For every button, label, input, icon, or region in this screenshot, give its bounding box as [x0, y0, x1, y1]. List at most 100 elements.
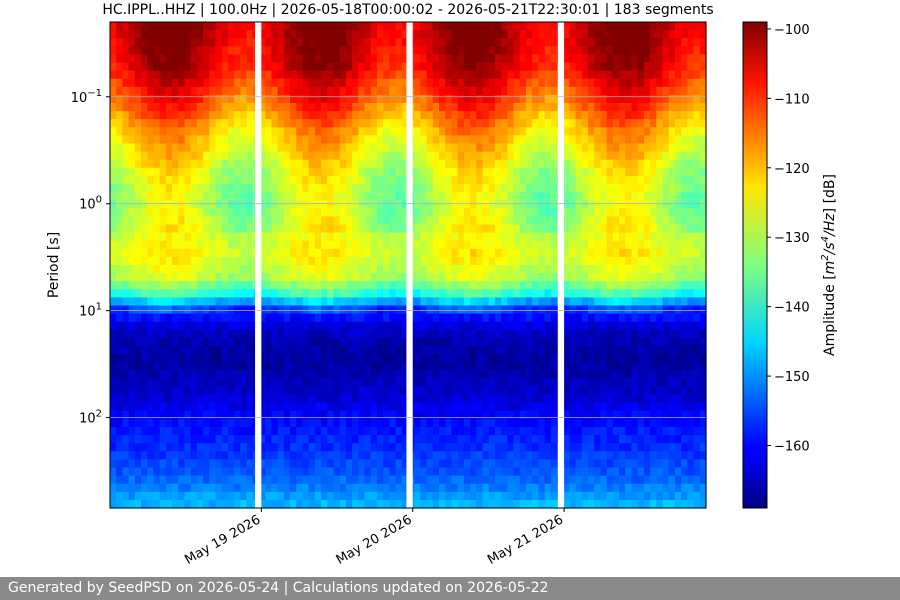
heatmap-cell [271, 103, 279, 112]
heatmap-cell [594, 54, 602, 64]
heatmap-cell [470, 346, 477, 355]
heatmap-cell [172, 265, 179, 274]
heatmap-cell [370, 475, 378, 485]
heatmap-cell [432, 435, 440, 444]
heatmap-cell [227, 127, 235, 136]
heatmap-cell [538, 30, 546, 39]
heatmap-cell [178, 313, 186, 323]
heatmap-cell [569, 378, 577, 388]
heatmap-cell [588, 208, 595, 217]
heatmap-cell [246, 70, 254, 80]
heatmap-cell [327, 175, 335, 185]
heatmap-cell [240, 175, 248, 185]
heatmap-cell [172, 151, 179, 161]
heatmap-cell [147, 354, 155, 363]
heatmap-cell [221, 451, 229, 460]
heatmap-cell [277, 192, 285, 201]
heatmap-cell [519, 289, 527, 298]
heatmap-cell [302, 362, 310, 371]
heatmap-cell [314, 370, 322, 379]
heatmap-cell [482, 289, 490, 298]
heatmap-cell [482, 337, 490, 347]
heatmap-cell [482, 22, 490, 31]
heatmap-cell [110, 240, 117, 250]
heatmap-cell [259, 265, 266, 274]
heatmap-cell [488, 483, 496, 493]
heatmap-cell [227, 143, 235, 153]
heatmap-cell [209, 435, 217, 444]
heatmap-cell [507, 329, 515, 339]
heatmap-cell [110, 394, 117, 404]
heatmap-cell [147, 200, 155, 209]
heatmap-cell [240, 443, 248, 452]
heatmap-cell [134, 151, 142, 161]
heatmap-cell [283, 111, 291, 120]
heatmap-cell [190, 248, 198, 258]
heatmap-cell [172, 135, 179, 145]
heatmap-cell [240, 127, 248, 136]
heatmap-cell [525, 111, 533, 120]
heatmap-cell [314, 70, 322, 80]
heatmap-cell [575, 313, 583, 323]
heatmap-cell [414, 200, 422, 209]
heatmap-cell [240, 346, 248, 355]
heatmap-cell [116, 321, 124, 331]
heatmap-cell [215, 151, 223, 161]
heatmap-cell [221, 216, 229, 226]
heatmap-cell [141, 337, 148, 347]
heatmap-cell [259, 240, 266, 250]
heatmap-cell [588, 451, 595, 460]
heatmap-cell [619, 78, 626, 88]
heatmap-cell [283, 418, 291, 428]
heatmap-cell [383, 30, 390, 39]
heatmap-cell [339, 232, 347, 242]
heatmap-cell [488, 394, 496, 404]
heatmap-cell [445, 127, 453, 136]
heatmap-cell [314, 362, 322, 371]
heatmap-cell [470, 256, 477, 266]
heatmap-cell [196, 297, 204, 307]
heatmap-cell [575, 337, 583, 347]
heatmap-cell [153, 86, 161, 96]
heatmap-cell [619, 135, 626, 145]
heatmap-cell [550, 418, 558, 428]
heatmap-cell [141, 321, 148, 331]
heatmap-cell [376, 467, 384, 477]
heatmap-cell [153, 402, 161, 412]
heatmap-cell [550, 402, 558, 412]
heatmap-cell [594, 70, 602, 80]
heatmap-cell [240, 362, 248, 371]
heatmap-cell [544, 483, 552, 493]
heatmap-cell [246, 192, 254, 201]
heatmap-cell [451, 54, 459, 64]
heatmap-cell [401, 240, 409, 250]
heatmap-cell [488, 62, 496, 72]
heatmap-cell [420, 38, 428, 47]
heatmap-cell [184, 111, 192, 120]
heatmap-cell [221, 135, 229, 145]
heatmap-cell [476, 297, 484, 307]
heatmap-cell [625, 30, 633, 39]
heatmap-cell [457, 216, 465, 226]
heatmap-cell [488, 86, 496, 96]
heatmap-cell [463, 208, 471, 217]
heatmap-cell [314, 240, 322, 250]
heatmap-cell [370, 159, 378, 169]
heatmap-cell [184, 184, 192, 193]
heatmap-cell [594, 491, 602, 501]
heatmap-cell [463, 143, 471, 153]
heatmap-cell [358, 402, 366, 412]
heatmap-cell [352, 240, 359, 250]
heatmap-cell [283, 240, 291, 250]
heatmap-cell [246, 22, 254, 31]
heatmap-cell [389, 94, 397, 104]
heatmap-cell [383, 127, 390, 136]
heatmap-cell [445, 265, 453, 274]
heatmap-cell [501, 46, 508, 55]
heatmap-cell [134, 208, 142, 217]
heatmap-cell [488, 281, 496, 290]
heatmap-cell [246, 475, 254, 485]
heatmap-cell [172, 184, 179, 193]
heatmap-cell [134, 362, 142, 371]
heatmap-cell [600, 111, 608, 120]
